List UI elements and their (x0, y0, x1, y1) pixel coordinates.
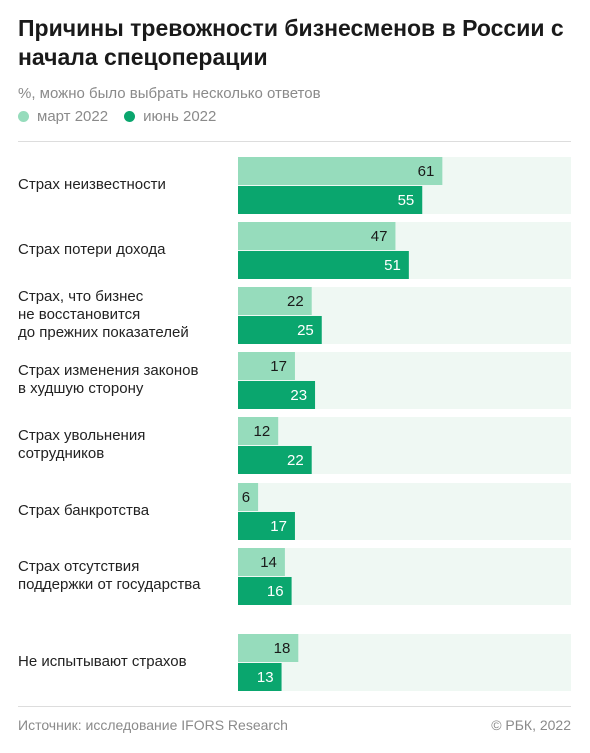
bar-june (238, 251, 409, 279)
value-label-march: 17 (270, 358, 287, 375)
category-label-line: не восстановится (18, 305, 141, 323)
category-label: Страх банкротства (18, 502, 228, 520)
value-label-june: 23 (290, 387, 307, 404)
bar-march (238, 417, 279, 445)
legend-label-june: июнь 2022 (143, 108, 217, 125)
legend-swatch-march (18, 111, 29, 122)
category-label-line: Страх потери дохода (18, 240, 166, 258)
category-label-line: Не испытывают страхов (18, 652, 187, 670)
category-label-line: Страх банкротства (18, 501, 150, 519)
category-label: Страх отсутствия поддержки от государства (18, 558, 228, 594)
category-label-line: сотрудников (18, 444, 105, 462)
category-label: Не испытывают страхов (18, 653, 228, 671)
category-label-line: Страх отсутствия (18, 557, 140, 575)
bar-june (238, 577, 292, 605)
bar-track (238, 548, 571, 605)
category-label: Страх, что бизнес не восстановится до преж… (18, 288, 228, 342)
value-label-june: 25 (297, 322, 314, 339)
bar-june (238, 186, 423, 214)
copyright: © РБК, 2022 (491, 717, 571, 733)
bar-march (238, 548, 285, 576)
value-label-march: 14 (260, 554, 277, 571)
category-label-line: Страх изменения законов (18, 361, 199, 379)
bar-march (238, 287, 312, 315)
category-label: Страх неизвестности (18, 176, 228, 194)
top-divider (18, 141, 571, 142)
legend-swatch-june (124, 111, 136, 122)
bar-march (238, 222, 396, 250)
value-label-march: 6 (242, 489, 250, 506)
category-label-line: в худшую сторону (18, 379, 144, 397)
legend-item-june: июнь 2022 (124, 108, 216, 125)
bar-march (238, 634, 299, 662)
bar-march (238, 483, 259, 511)
bar-march (238, 352, 295, 380)
chart-title: Причины тревожности бизнесменов в России… (18, 15, 564, 70)
value-label-march: 18 (274, 640, 291, 657)
chart-subtitle: %, можно было выбрать несколько ответов (18, 85, 321, 102)
legend-item-march: март 2022 (18, 108, 108, 125)
value-label-march: 22 (287, 293, 304, 310)
value-label-march: 61 (418, 163, 435, 180)
category-label-line: Страх увольнения (18, 426, 146, 444)
category-label: Страх увольнения сотрудников (18, 427, 228, 463)
value-label-june: 51 (384, 257, 401, 274)
category-label-line: поддержки от государства (18, 575, 201, 593)
value-label-june: 13 (257, 669, 274, 686)
value-label-june: 55 (398, 192, 415, 209)
bottom-divider (18, 706, 571, 707)
category-label-line: до прежних показателей (18, 323, 189, 341)
value-label-june: 17 (270, 518, 287, 535)
bar-june (238, 446, 312, 474)
bar-june (238, 663, 282, 691)
value-label-june: 16 (267, 583, 284, 600)
value-label-march: 12 (254, 423, 271, 440)
legend: март 2022 июнь 2022 (18, 108, 232, 125)
category-label: Страх потери дохода (18, 241, 228, 259)
bar-june (238, 512, 295, 540)
source-note: Источник: исследование IFORS Research (18, 717, 288, 733)
bar-june (238, 316, 322, 344)
category-label-line: Страх, что бизнес (18, 287, 144, 305)
bar-june (238, 381, 316, 409)
bar-march (238, 157, 443, 185)
legend-label-march: март 2022 (37, 108, 109, 125)
value-label-june: 22 (287, 452, 304, 469)
category-label-line: Страх неизвестности (18, 175, 166, 193)
value-label-march: 47 (371, 228, 388, 245)
category-label: Страх изменения законов в худшую сторону (18, 362, 228, 398)
